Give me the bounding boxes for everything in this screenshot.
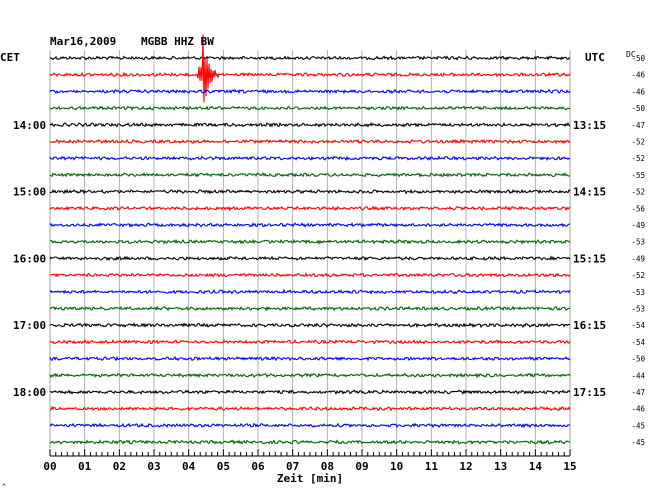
trace-row-8 (49, 188, 571, 195)
x-tick-label: 14 (529, 460, 543, 473)
dc-value: -54 (631, 321, 645, 330)
trace-row-10 (49, 222, 570, 228)
dc-value: -53 (631, 238, 645, 247)
dc-value: -49 (631, 254, 645, 263)
utc-hour-label: 17:15 (573, 386, 606, 399)
trace-row-19 (49, 372, 571, 379)
cet-hour-label: 18:00 (13, 386, 46, 399)
dc-value: -46 (631, 87, 645, 96)
x-tick-label: 00 (43, 460, 56, 473)
trace-row-11 (49, 238, 571, 245)
trace-row-1 (49, 34, 571, 103)
minute-grid (49, 50, 571, 448)
trace-row-15 (49, 305, 571, 312)
chart-date: Mar16,2009 (50, 35, 116, 48)
x-tick-label: 13 (494, 460, 507, 473)
utc-hour-label: 15:15 (573, 252, 606, 265)
cet-hour-label: 16:00 (13, 252, 46, 265)
dc-value: -46 (631, 405, 645, 414)
x-tick-label: 04 (182, 460, 196, 473)
cet-hour-label: 15:00 (13, 186, 46, 199)
trace-row-4 (49, 121, 571, 128)
dc-offset-column: -50 -46 -46 -50 -47 -52 -52 -55 -52 -56 -49 -53 -49 -… (631, 54, 645, 447)
trace-row-21 (49, 405, 571, 412)
x-tick-label: 02 (113, 460, 126, 473)
dc-value: -56 (631, 204, 645, 213)
trace-row-3 (49, 105, 571, 111)
trace-row-6 (49, 155, 571, 162)
x-tick-label: 06 (251, 460, 265, 473)
right-timezone-label: UTC (585, 51, 605, 64)
dc-value: -50 (631, 355, 645, 364)
utc-hour-label: 16:15 (573, 319, 606, 332)
x-tick-label: 07 (286, 460, 299, 473)
dc-value: -49 (631, 221, 645, 230)
dc-value: -52 (631, 138, 645, 147)
x-tick-label: 01 (78, 460, 92, 473)
trace-row-17 (49, 338, 571, 345)
trace-row-9 (49, 205, 571, 212)
chart-station: MGBB HHZ BW (141, 35, 214, 48)
dc-value: -47 (631, 388, 645, 397)
x-axis-title: Zeit [min] (277, 472, 343, 485)
dc-value: -45 (631, 421, 645, 430)
dc-value: -52 (631, 154, 645, 163)
cet-hour-label: 14:00 (13, 119, 46, 132)
dc-value: -54 (631, 338, 645, 347)
dc-value: -55 (631, 171, 645, 180)
cet-hour-labels: 14:00 15:00 16:00 17:00 18:00 (13, 119, 46, 399)
trace-row-18 (49, 355, 571, 362)
time-axis: 00 01 02 03 04 05 06 07 08 09 10 11 12 13 14 15 (43, 449, 577, 473)
x-tick-label: 09 (355, 460, 368, 473)
utc-hour-labels: 13:15 14:15 15:15 16:15 17:15 (573, 119, 606, 399)
x-tick-label: 10 (390, 460, 403, 473)
dc-value: -45 (631, 438, 645, 447)
trace-row-22 (49, 422, 571, 429)
dc-value: -47 (631, 121, 645, 130)
x-tick-label: 12 (459, 460, 472, 473)
trace-row-7 (49, 172, 571, 178)
trace-row-16 (49, 322, 571, 329)
trace-row-20 (49, 389, 571, 395)
dc-value: -44 (631, 371, 645, 380)
dc-value: -53 (631, 305, 645, 314)
dc-value: -53 (631, 288, 645, 297)
cet-hour-label: 17:00 (13, 319, 46, 332)
dc-value: -52 (631, 271, 645, 280)
utc-hour-label: 14:15 (573, 186, 606, 199)
left-timezone-label: CET (0, 51, 20, 64)
trace-row-0 (49, 55, 571, 61)
x-tick-label: 15 (563, 460, 576, 473)
x-tick-label: 11 (425, 460, 439, 473)
trace-row-5 (49, 138, 571, 145)
x-tick-label: 05 (217, 460, 230, 473)
dc-value: -50 (631, 104, 645, 113)
trace-row-13 (49, 271, 571, 278)
corner-mark: ^ (2, 483, 6, 491)
trace-row-14 (49, 288, 571, 295)
trace-row-2 (49, 88, 571, 95)
dc-value: -46 (631, 71, 645, 80)
x-tick-label: 03 (147, 460, 160, 473)
trace-row-12 (49, 255, 571, 261)
utc-hour-label: 13:15 (573, 119, 606, 132)
trace-row-23 (50, 439, 571, 445)
x-tick-label: 08 (321, 460, 334, 473)
dc-column-header: DC (626, 50, 636, 59)
dc-value: -52 (631, 188, 645, 197)
dc-value: -50 (631, 54, 645, 63)
seismic-traces (49, 34, 571, 445)
